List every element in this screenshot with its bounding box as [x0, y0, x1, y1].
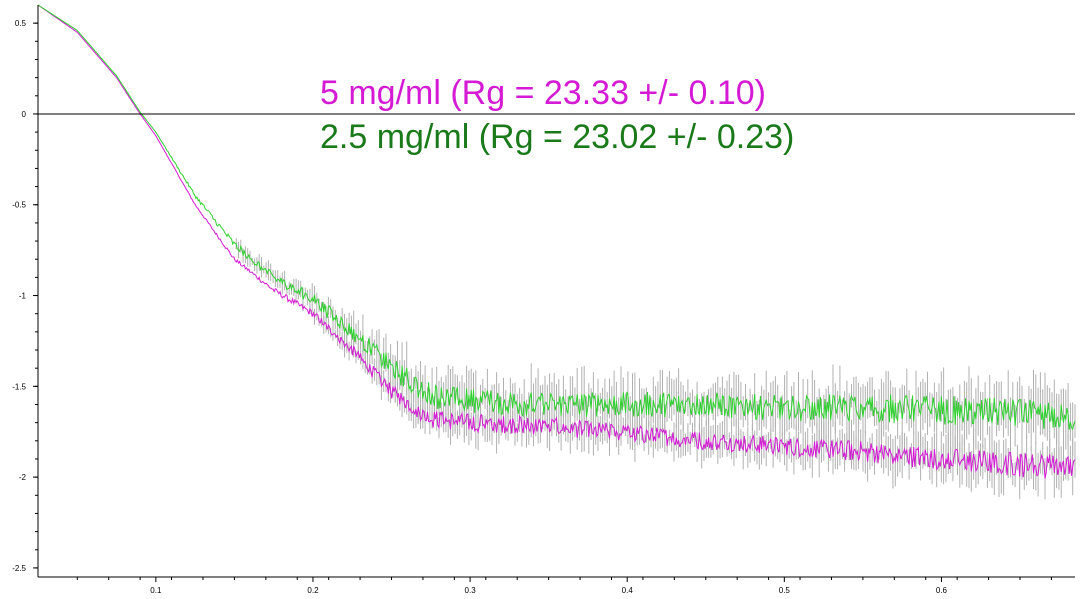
x-tick-label: 0.2 — [307, 586, 319, 595]
x-tick-label: 0.1 — [150, 586, 162, 595]
x-tick-label: 0.4 — [622, 586, 634, 595]
axes — [37, 5, 1075, 578]
y-tick-label: -0.5 — [12, 201, 26, 210]
series-line-0 — [37, 4, 1076, 479]
legend: 5 mg/ml (Rg = 23.33 +/- 0.10) 2.5 mg/ml … — [320, 74, 794, 156]
y-tick-label: -1.5 — [12, 382, 26, 391]
y-tick-label: 0.5 — [15, 19, 27, 28]
ticks: 0.1 0.2 0.3 0.4 0.5 0.6 0.5 0 -0.5 -1 -1.5 -2 -2.5 — [12, 19, 1052, 595]
legend-series-1: 2.5 mg/ml (Rg = 23.02 +/- 0.23) — [320, 118, 794, 156]
x-tick-label: 0.6 — [936, 586, 948, 595]
y-tick-label: -1 — [19, 292, 27, 301]
y-tick-label: 0 — [22, 110, 27, 119]
y-tick-label: -2.5 — [12, 564, 26, 573]
y-tick-label: -2 — [19, 473, 27, 482]
x-tick-label: 0.3 — [465, 586, 477, 595]
series-lines — [37, 4, 1076, 479]
x-tick-label: 0.5 — [779, 586, 791, 595]
legend-series-0: 5 mg/ml (Rg = 23.33 +/- 0.10) — [320, 74, 766, 112]
series-line-1 — [37, 4, 1076, 431]
error-bars-series-1 — [235, 238, 1076, 460]
